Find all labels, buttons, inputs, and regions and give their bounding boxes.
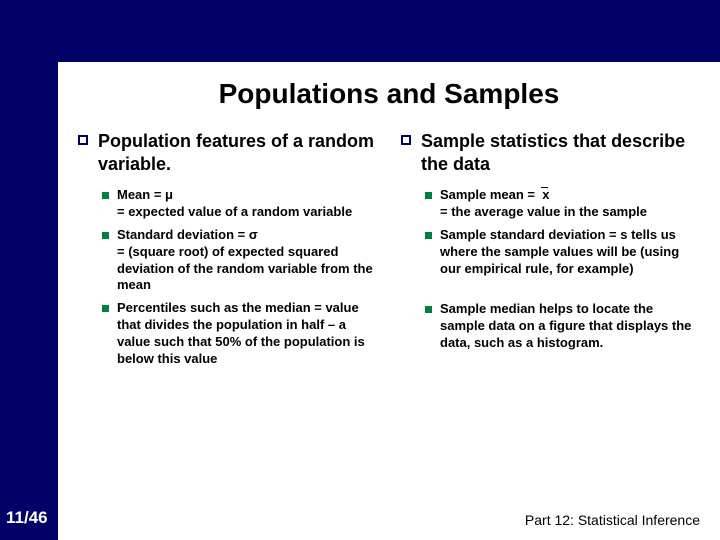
bullet-square-icon: [425, 306, 432, 313]
list-item: Percentiles such as the median = value t…: [102, 300, 377, 368]
content-area: Population features of a random variable…: [78, 130, 700, 374]
side-bar: [0, 0, 58, 540]
slide-title: Populations and Samples: [58, 78, 720, 110]
top-bar: [0, 0, 720, 62]
right-header: Sample statistics that describe the data: [401, 130, 700, 175]
left-column: Population features of a random variable…: [78, 130, 377, 374]
bullet-square-icon: [102, 192, 109, 199]
item-text: Sample median helps to locate the sample…: [440, 301, 700, 352]
list-item: Sample mean = x= the average value in th…: [425, 187, 700, 221]
item-text: Standard deviation = σ= (square root) of…: [117, 227, 377, 295]
part-label: Part 12: Statistical Inference: [525, 512, 700, 528]
right-column: Sample statistics that describe the data…: [401, 130, 700, 374]
page-number: 11/46: [4, 508, 50, 528]
bullet-square-icon: [425, 232, 432, 239]
right-header-text: Sample statistics that describe the data: [421, 130, 700, 175]
list-item: Sample median helps to locate the sample…: [425, 301, 700, 352]
item-text: Mean = μ= expected value of a random var…: [117, 187, 352, 221]
spacer: [425, 283, 700, 301]
item-text: Percentiles such as the median = value t…: [117, 300, 377, 368]
bullet-square-icon: [425, 192, 432, 199]
item-text: Sample mean = x= the average value in th…: [440, 187, 647, 221]
list-item: Standard deviation = σ= (square root) of…: [102, 227, 377, 295]
left-header: Population features of a random variable…: [78, 130, 377, 175]
left-sublist: Mean = μ= expected value of a random var…: [102, 187, 377, 368]
bullet-outline-icon: [78, 135, 88, 145]
right-sublist: Sample mean = x= the average value in th…: [425, 187, 700, 352]
bullet-square-icon: [102, 305, 109, 312]
list-item: Sample standard deviation = s tells us w…: [425, 227, 700, 278]
bullet-square-icon: [102, 232, 109, 239]
bullet-outline-icon: [401, 135, 411, 145]
list-item: Mean = μ= expected value of a random var…: [102, 187, 377, 221]
item-text: Sample standard deviation = s tells us w…: [440, 227, 700, 278]
left-header-text: Population features of a random variable…: [98, 130, 377, 175]
